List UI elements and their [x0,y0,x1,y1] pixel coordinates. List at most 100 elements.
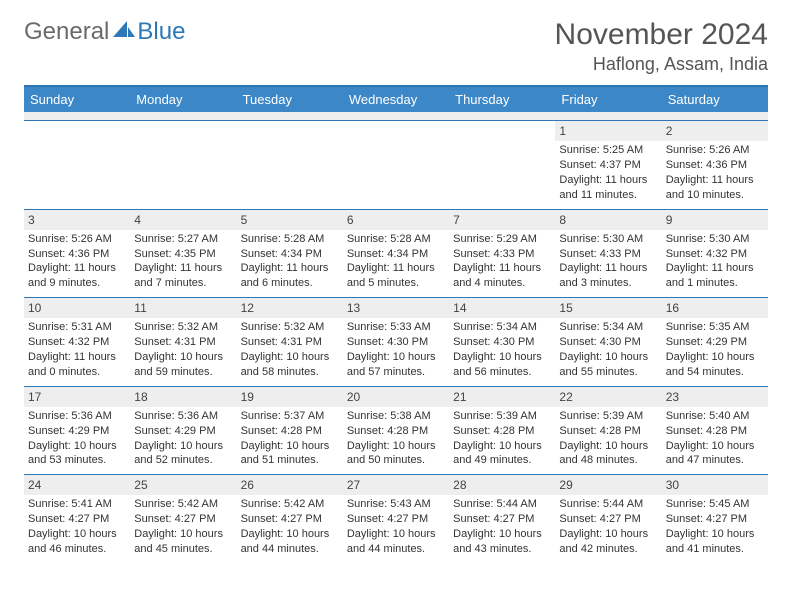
day-details: Sunrise: 5:26 AMSunset: 4:36 PMDaylight:… [662,141,768,208]
brand-part2: Blue [137,18,185,46]
day-cell: 21Sunrise: 5:39 AMSunset: 4:28 PMDayligh… [449,386,555,475]
day-details: Sunrise: 5:38 AMSunset: 4:28 PMDaylight:… [343,407,449,474]
title-block: November 2024 Haflong, Assam, India [555,18,768,75]
day-details: Sunrise: 5:36 AMSunset: 4:29 PMDaylight:… [130,407,236,474]
blank-cell [449,120,555,209]
day-number: 7 [449,210,555,230]
day-number: 30 [662,475,768,495]
day-cell: 13Sunrise: 5:33 AMSunset: 4:30 PMDayligh… [343,297,449,386]
dow-header: Friday [555,87,661,112]
day-details: Sunrise: 5:31 AMSunset: 4:32 PMDaylight:… [24,318,130,385]
day-cell: 10Sunrise: 5:31 AMSunset: 4:32 PMDayligh… [24,297,130,386]
day-number: 26 [237,475,343,495]
month-title: November 2024 [555,18,768,52]
day-number: 17 [24,387,130,407]
day-number: 19 [237,387,343,407]
day-details: Sunrise: 5:44 AMSunset: 4:27 PMDaylight:… [449,495,555,562]
day-details: Sunrise: 5:43 AMSunset: 4:27 PMDaylight:… [343,495,449,562]
day-details: Sunrise: 5:28 AMSunset: 4:34 PMDaylight:… [237,230,343,297]
day-cell: 30Sunrise: 5:45 AMSunset: 4:27 PMDayligh… [662,474,768,563]
day-number: 18 [130,387,236,407]
day-details: Sunrise: 5:34 AMSunset: 4:30 PMDaylight:… [555,318,661,385]
day-number: 25 [130,475,236,495]
day-details: Sunrise: 5:29 AMSunset: 4:33 PMDaylight:… [449,230,555,297]
day-number: 23 [662,387,768,407]
day-details: Sunrise: 5:36 AMSunset: 4:29 PMDaylight:… [24,407,130,474]
day-details: Sunrise: 5:39 AMSunset: 4:28 PMDaylight:… [449,407,555,474]
day-number: 9 [662,210,768,230]
day-cell: 23Sunrise: 5:40 AMSunset: 4:28 PMDayligh… [662,386,768,475]
day-number: 8 [555,210,661,230]
day-number: 29 [555,475,661,495]
day-details: Sunrise: 5:45 AMSunset: 4:27 PMDaylight:… [662,495,768,562]
day-number: 13 [343,298,449,318]
day-details: Sunrise: 5:28 AMSunset: 4:34 PMDaylight:… [343,230,449,297]
day-cell: 5Sunrise: 5:28 AMSunset: 4:34 PMDaylight… [237,209,343,298]
day-number: 21 [449,387,555,407]
day-number: 1 [555,121,661,141]
day-cell: 12Sunrise: 5:32 AMSunset: 4:31 PMDayligh… [237,297,343,386]
day-number: 22 [555,387,661,407]
day-details: Sunrise: 5:37 AMSunset: 4:28 PMDaylight:… [237,407,343,474]
day-details: Sunrise: 5:32 AMSunset: 4:31 PMDaylight:… [237,318,343,385]
day-cell: 1Sunrise: 5:25 AMSunset: 4:37 PMDaylight… [555,120,661,209]
day-number: 28 [449,475,555,495]
location: Haflong, Assam, India [555,54,768,75]
day-number: 2 [662,121,768,141]
day-cell: 14Sunrise: 5:34 AMSunset: 4:30 PMDayligh… [449,297,555,386]
day-details: Sunrise: 5:27 AMSunset: 4:35 PMDaylight:… [130,230,236,297]
day-details: Sunrise: 5:30 AMSunset: 4:32 PMDaylight:… [662,230,768,297]
day-number: 4 [130,210,236,230]
day-cell: 11Sunrise: 5:32 AMSunset: 4:31 PMDayligh… [130,297,236,386]
day-details: Sunrise: 5:33 AMSunset: 4:30 PMDaylight:… [343,318,449,385]
day-cell: 7Sunrise: 5:29 AMSunset: 4:33 PMDaylight… [449,209,555,298]
day-cell: 17Sunrise: 5:36 AMSunset: 4:29 PMDayligh… [24,386,130,475]
day-details: Sunrise: 5:40 AMSunset: 4:28 PMDaylight:… [662,407,768,474]
day-number: 27 [343,475,449,495]
dow-header: Thursday [449,87,555,112]
day-cell: 20Sunrise: 5:38 AMSunset: 4:28 PMDayligh… [343,386,449,475]
day-details: Sunrise: 5:35 AMSunset: 4:29 PMDaylight:… [662,318,768,385]
day-number: 15 [555,298,661,318]
dow-header: Wednesday [343,87,449,112]
day-cell: 9Sunrise: 5:30 AMSunset: 4:32 PMDaylight… [662,209,768,298]
day-details: Sunrise: 5:44 AMSunset: 4:27 PMDaylight:… [555,495,661,562]
day-cell: 29Sunrise: 5:44 AMSunset: 4:27 PMDayligh… [555,474,661,563]
blank-cell [237,120,343,209]
day-details: Sunrise: 5:42 AMSunset: 4:27 PMDaylight:… [237,495,343,562]
brand-logo: General Blue [24,18,185,46]
blank-cell [130,120,236,209]
day-number: 11 [130,298,236,318]
day-number: 12 [237,298,343,318]
day-number: 6 [343,210,449,230]
day-cell: 15Sunrise: 5:34 AMSunset: 4:30 PMDayligh… [555,297,661,386]
dow-header: Saturday [662,87,768,112]
day-cell: 28Sunrise: 5:44 AMSunset: 4:27 PMDayligh… [449,474,555,563]
day-cell: 19Sunrise: 5:37 AMSunset: 4:28 PMDayligh… [237,386,343,475]
day-cell: 16Sunrise: 5:35 AMSunset: 4:29 PMDayligh… [662,297,768,386]
header-spacer [24,112,768,120]
day-details: Sunrise: 5:41 AMSunset: 4:27 PMDaylight:… [24,495,130,562]
day-number: 10 [24,298,130,318]
dow-header: Monday [130,87,236,112]
day-number: 20 [343,387,449,407]
header: General Blue November 2024 Haflong, Assa… [24,18,768,75]
day-number: 14 [449,298,555,318]
day-number: 16 [662,298,768,318]
day-cell: 2Sunrise: 5:26 AMSunset: 4:36 PMDaylight… [662,120,768,209]
blank-cell [343,120,449,209]
day-details: Sunrise: 5:26 AMSunset: 4:36 PMDaylight:… [24,230,130,297]
day-number: 24 [24,475,130,495]
sail-icon [113,18,135,46]
day-details: Sunrise: 5:25 AMSunset: 4:37 PMDaylight:… [555,141,661,208]
day-cell: 18Sunrise: 5:36 AMSunset: 4:29 PMDayligh… [130,386,236,475]
day-cell: 8Sunrise: 5:30 AMSunset: 4:33 PMDaylight… [555,209,661,298]
day-details: Sunrise: 5:30 AMSunset: 4:33 PMDaylight:… [555,230,661,297]
day-number: 5 [237,210,343,230]
dow-header: Tuesday [237,87,343,112]
day-cell: 26Sunrise: 5:42 AMSunset: 4:27 PMDayligh… [237,474,343,563]
day-cell: 6Sunrise: 5:28 AMSunset: 4:34 PMDaylight… [343,209,449,298]
brand-part1: General [24,18,109,46]
calendar-grid: SundayMondayTuesdayWednesdayThursdayFrid… [24,85,768,563]
day-cell: 24Sunrise: 5:41 AMSunset: 4:27 PMDayligh… [24,474,130,563]
